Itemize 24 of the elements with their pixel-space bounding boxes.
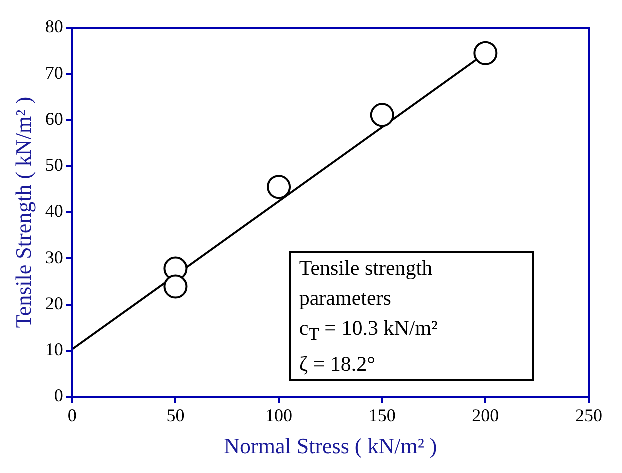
- y-tick-label: 40: [45, 201, 64, 222]
- y-tick-label: 30: [45, 247, 64, 268]
- y-tick-label: 60: [45, 108, 64, 129]
- y-tick-label: 0: [54, 386, 64, 406]
- point: [370, 103, 394, 128]
- y-axis-title: Tensile Strength ( kN/m² ): [10, 96, 36, 328]
- annotation: c$_{T}$ = 10.3 kN/m²: [299, 315, 439, 346]
- text-box: Tensile strength parameters c$_{T}$ = 10.3 kN/m² ζ = 18.2°: [289, 251, 534, 382]
- point: [267, 175, 292, 200]
- annotation: ζ = 18.2°: [299, 351, 377, 378]
- x-tick-label: 50: [166, 406, 185, 426]
- point: [474, 41, 498, 66]
- x-tick-label: 150: [368, 406, 396, 426]
- y-tick-label: 20: [45, 293, 64, 314]
- x-tick-label: 250: [576, 406, 602, 426]
- y-tick-label: 50: [45, 155, 64, 176]
- y-tick-label: 10: [45, 340, 64, 360]
- x-tick-label: 0: [68, 406, 77, 426]
- y-tick-label: 80: [45, 16, 64, 37]
- y-tick-label: 70: [45, 62, 64, 83]
- x-axis-title: Normal Stress ( kN/m² ): [224, 434, 438, 459]
- x-tick-label: 200: [472, 406, 500, 426]
- point: [164, 274, 188, 299]
- x-tick-label: 100: [266, 406, 293, 426]
